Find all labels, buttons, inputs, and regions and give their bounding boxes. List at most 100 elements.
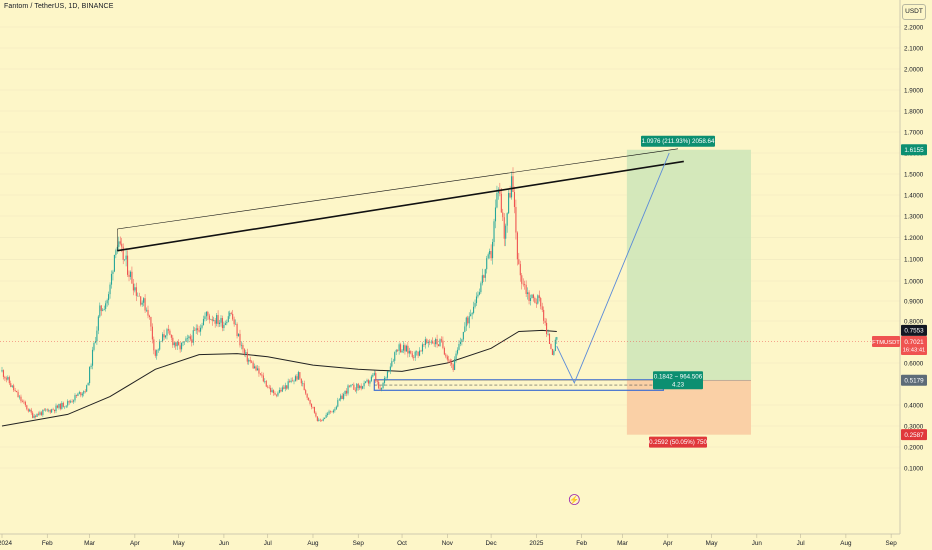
candle-body [445, 354, 447, 357]
candle-body [353, 384, 355, 390]
candle-body [454, 359, 456, 370]
candle-body [459, 341, 461, 345]
candle-body [443, 347, 445, 355]
candle-body [46, 409, 48, 411]
candle-body [186, 338, 188, 339]
candle-body [246, 352, 248, 362]
target-label-text: 1.0976 (211.93%) 2058.64 [642, 138, 715, 145]
candle-body [499, 189, 501, 194]
candle-body [258, 368, 260, 374]
trendlines[interactable]: ⚡ [0, 148, 900, 505]
candle-body [106, 300, 108, 304]
candle-body [75, 395, 78, 396]
candle-body [226, 321, 228, 324]
candle-body [233, 319, 235, 325]
candle-body [300, 378, 302, 384]
candle-body [386, 371, 388, 378]
candle-body [33, 415, 35, 418]
candle-body [185, 338, 187, 342]
lightning-icon[interactable] [568, 494, 580, 505]
candle-body [448, 359, 450, 361]
candle-body [68, 401, 70, 403]
candle-body [163, 334, 165, 338]
candle-body [356, 383, 358, 391]
candle-body [200, 327, 202, 332]
candle-body [124, 259, 126, 261]
price-axis[interactable]: 2.20002.10002.00001.90001.80001.70001.60… [872, 0, 927, 534]
candle-body [281, 387, 283, 392]
candle-body [449, 359, 451, 363]
candle-body [131, 271, 133, 284]
candle-body [402, 345, 405, 351]
candle-body [97, 316, 99, 331]
candle-body [273, 390, 275, 394]
candle-body [522, 283, 524, 285]
candle-body [487, 254, 489, 259]
candle-body [346, 390, 348, 394]
candle-body [274, 393, 276, 395]
candle-body [58, 403, 60, 408]
resistance-trendline[interactable] [117, 160, 684, 252]
candle-body [208, 315, 210, 320]
candle-body [169, 330, 171, 335]
candle-body [162, 334, 164, 342]
price-tick-label: 1.2000 [904, 235, 924, 242]
candle-body [91, 349, 94, 366]
candle-body [527, 292, 529, 294]
candle-body [544, 320, 546, 323]
candle-body [291, 380, 294, 382]
time-tick-label: Sep [886, 540, 898, 547]
time-tick-label: 2024 [0, 540, 12, 547]
candle-body [286, 385, 288, 389]
time-tick-label: Sep [353, 540, 365, 547]
target-zone [626, 149, 751, 381]
candle-body [157, 349, 159, 351]
candle-body [118, 241, 120, 247]
candle-body [296, 376, 298, 380]
candle-body [195, 328, 197, 331]
candle-body [189, 336, 191, 340]
projection-path[interactable] [556, 152, 670, 385]
candle-body [334, 409, 336, 411]
candle-body [478, 292, 480, 295]
candle-body [236, 323, 238, 337]
candle-body [483, 275, 485, 278]
candle-body [125, 255, 127, 260]
time-tick-label: Mar [617, 540, 628, 547]
candle-body [183, 341, 186, 343]
candle-body [486, 258, 488, 270]
candle-body [113, 254, 115, 272]
candle-body [164, 335, 167, 338]
candle-body [366, 380, 368, 382]
candle-body [154, 350, 156, 356]
candle-body [312, 406, 314, 408]
stop-label: 0.2592 (50.05%) 750 [649, 436, 707, 448]
candle-body [32, 412, 34, 418]
candle-body [205, 311, 207, 317]
time-tick-label: Feb [42, 540, 53, 547]
candle-body [128, 274, 130, 277]
candle-body [510, 176, 513, 198]
candle-body [532, 294, 534, 298]
time-axis[interactable]: 2024 Feb Mar Apr May Jun Jul Aug Sep Oct Nov Dec 202… [0, 533, 900, 547]
candle-body [496, 192, 498, 208]
candle-body [240, 344, 242, 346]
candle-body [321, 420, 323, 421]
candle-body [140, 296, 142, 305]
candle-body [458, 344, 460, 350]
candle-body [547, 334, 549, 335]
candle-body [237, 333, 240, 337]
currency-unit-button[interactable]: USDT [902, 4, 926, 20]
candle-body [378, 381, 380, 389]
price-tick-label: 2.0000 [904, 66, 924, 73]
candle-body [344, 390, 346, 395]
candle-body [13, 385, 15, 391]
candle-body [381, 388, 383, 390]
candle-body [537, 295, 539, 304]
candle-body [451, 362, 453, 365]
candle-body [230, 312, 232, 314]
candle-body [121, 243, 123, 247]
upper-trendline[interactable] [117, 148, 679, 230]
time-tick-label: Dec [485, 540, 496, 547]
